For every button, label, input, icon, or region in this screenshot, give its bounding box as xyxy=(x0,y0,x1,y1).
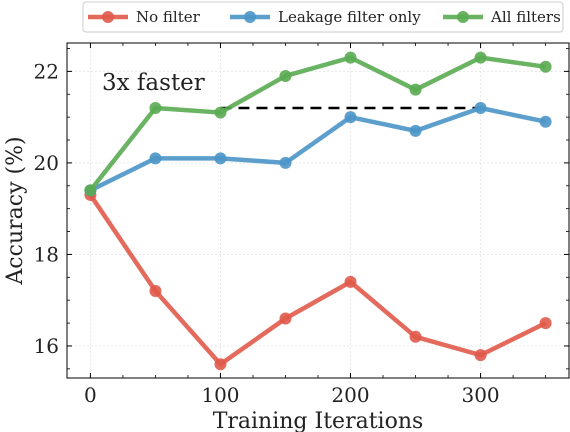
x-tick-label: 300 xyxy=(461,383,499,407)
data-point xyxy=(344,111,357,124)
legend-item-2: Leakage filter only xyxy=(230,8,421,26)
y-tick-label: 20 xyxy=(34,151,59,175)
x-axis-label: Training Iterations xyxy=(213,409,424,432)
legend-label: No filter xyxy=(136,8,201,26)
legend-label: All filters xyxy=(490,8,561,26)
data-point xyxy=(279,156,292,169)
data-point xyxy=(84,184,97,197)
data-point xyxy=(279,69,292,82)
y-tick-label: 18 xyxy=(34,242,59,266)
data-point xyxy=(214,358,227,371)
y-axis-label: Accuracy (%) xyxy=(3,136,28,285)
series-group xyxy=(84,51,552,371)
data-point xyxy=(539,317,552,330)
data-point xyxy=(214,152,227,165)
data-point xyxy=(474,51,487,64)
annotation-text: 3x faster xyxy=(102,70,205,96)
data-point xyxy=(474,349,487,362)
data-point xyxy=(149,152,162,165)
data-point xyxy=(279,312,292,325)
series-2 xyxy=(84,101,552,197)
series-line xyxy=(89,105,547,193)
data-point xyxy=(539,60,552,73)
legend-label: Leakage filter only xyxy=(278,8,421,26)
x-tick-label: 0 xyxy=(84,383,97,407)
legend-marker xyxy=(457,11,469,23)
legend-item-1: No filter xyxy=(88,8,201,26)
y-tick-label: 22 xyxy=(34,59,59,83)
data-point xyxy=(214,106,227,119)
legend-item-3: All filters xyxy=(443,8,561,26)
data-point xyxy=(344,51,357,64)
x-tick-label: 100 xyxy=(201,383,239,407)
ticks: 0 100 200 300 16 18 20 22 xyxy=(34,43,569,407)
series-1 xyxy=(84,188,552,371)
legend: No filter Leakage filter only All filters xyxy=(82,1,564,33)
data-point xyxy=(409,330,422,343)
legend-marker xyxy=(244,11,256,23)
x-tick-label: 200 xyxy=(331,383,369,407)
series-3 xyxy=(84,51,552,197)
data-point xyxy=(149,285,162,298)
data-point xyxy=(344,275,357,288)
data-point xyxy=(474,101,487,114)
data-point xyxy=(409,124,422,137)
series-line xyxy=(88,193,547,367)
data-point xyxy=(409,83,422,96)
legend-box xyxy=(82,1,564,33)
legend-marker xyxy=(102,11,114,23)
series-line xyxy=(88,55,546,192)
y-tick-label: 16 xyxy=(34,334,59,358)
data-point xyxy=(539,115,552,128)
data-point xyxy=(149,101,162,114)
